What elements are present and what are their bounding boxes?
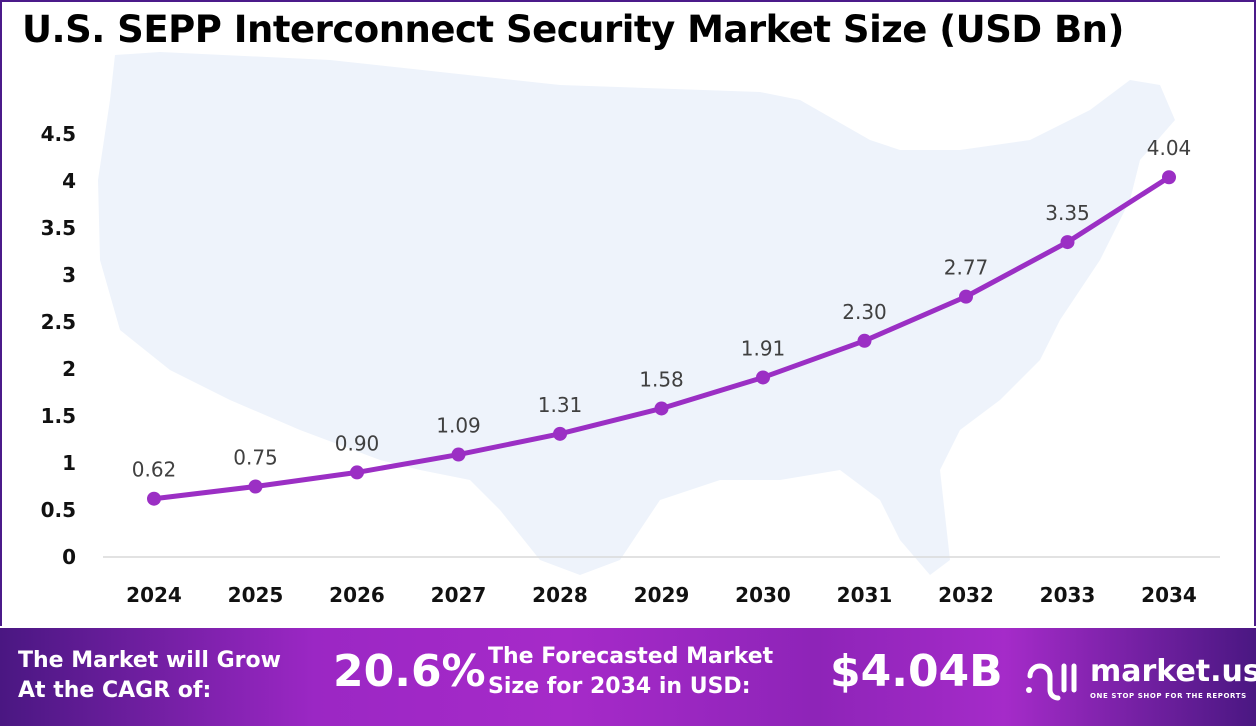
line-chart: 0 0.5 1 1.5 2 2.5 3 3.5 4 4.5 2024 2025 2026 2027 2028…: [41, 52, 1220, 607]
data-label: 4.04: [1147, 136, 1192, 160]
x-tick-label: 2024: [126, 583, 182, 607]
data-point: [248, 479, 263, 494]
data-label: 0.62: [132, 458, 177, 482]
x-tick-label: 2030: [735, 583, 791, 607]
x-tick-label: 2025: [228, 583, 284, 607]
data-point: [1060, 235, 1075, 250]
y-tick-label: 0.5: [41, 498, 76, 522]
x-tick-label: 2032: [938, 583, 994, 607]
us-map-background: [98, 52, 1175, 575]
data-point: [654, 401, 669, 416]
brand-name: market.us: [1090, 654, 1256, 689]
x-tick-label: 2029: [634, 583, 690, 607]
data-point: [147, 491, 161, 506]
data-label: 1.58: [639, 367, 684, 391]
brand-tagline: ONE STOP SHOP FOR THE REPORTS: [1090, 692, 1247, 700]
data-label: 2.30: [842, 300, 887, 324]
chart-title: U.S. SEPP Interconnect Security Market S…: [22, 8, 1124, 51]
data-point: [959, 289, 973, 304]
data-point: [1162, 170, 1176, 185]
data-label: 2.77: [944, 256, 989, 280]
forecast-value: $4.04B: [830, 646, 1003, 697]
y-tick-label: 2: [62, 357, 76, 381]
x-tick-label: 2026: [329, 583, 385, 607]
y-tick-label: 3.5: [41, 216, 76, 240]
x-tick-label: 2033: [1040, 583, 1096, 607]
footer-banner: The Market will Grow At the CAGR of: 20.…: [0, 628, 1256, 726]
data-point: [451, 447, 466, 462]
x-tick-label: 2027: [431, 583, 487, 607]
data-point: [857, 333, 872, 348]
forecast-label-line2: Size for 2034 in USD:: [488, 674, 751, 699]
y-tick-label: 3: [62, 263, 76, 287]
y-tick-label: 4: [62, 169, 76, 193]
data-label: 0.75: [233, 446, 278, 470]
data-point: [553, 426, 567, 441]
y-tick-label: 0: [62, 545, 76, 569]
y-tick-label: 4.5: [41, 122, 76, 146]
x-tick-label: 2034: [1141, 583, 1197, 607]
data-label: 1.91: [741, 336, 786, 360]
data-point: [756, 370, 770, 385]
data-label: 1.31: [538, 393, 583, 417]
x-tick-label: 2031: [837, 583, 893, 607]
cagr-value: 20.6%: [333, 646, 486, 697]
y-tick-label: 1: [62, 451, 76, 475]
x-tick-label: 2028: [532, 583, 588, 607]
cagr-label-line2: At the CAGR of:: [18, 678, 212, 703]
y-tick-label: 1.5: [41, 404, 76, 428]
data-label: 0.90: [335, 431, 380, 455]
data-label: 3.35: [1045, 201, 1090, 225]
data-point: [350, 465, 364, 480]
market-us-logo-icon: [1026, 663, 1077, 701]
cagr-label-line1: The Market will Grow: [18, 648, 281, 673]
y-tick-label: 2.5: [41, 310, 76, 334]
forecast-label-line1: The Forecasted Market: [488, 644, 774, 669]
data-label: 1.09: [436, 414, 481, 438]
